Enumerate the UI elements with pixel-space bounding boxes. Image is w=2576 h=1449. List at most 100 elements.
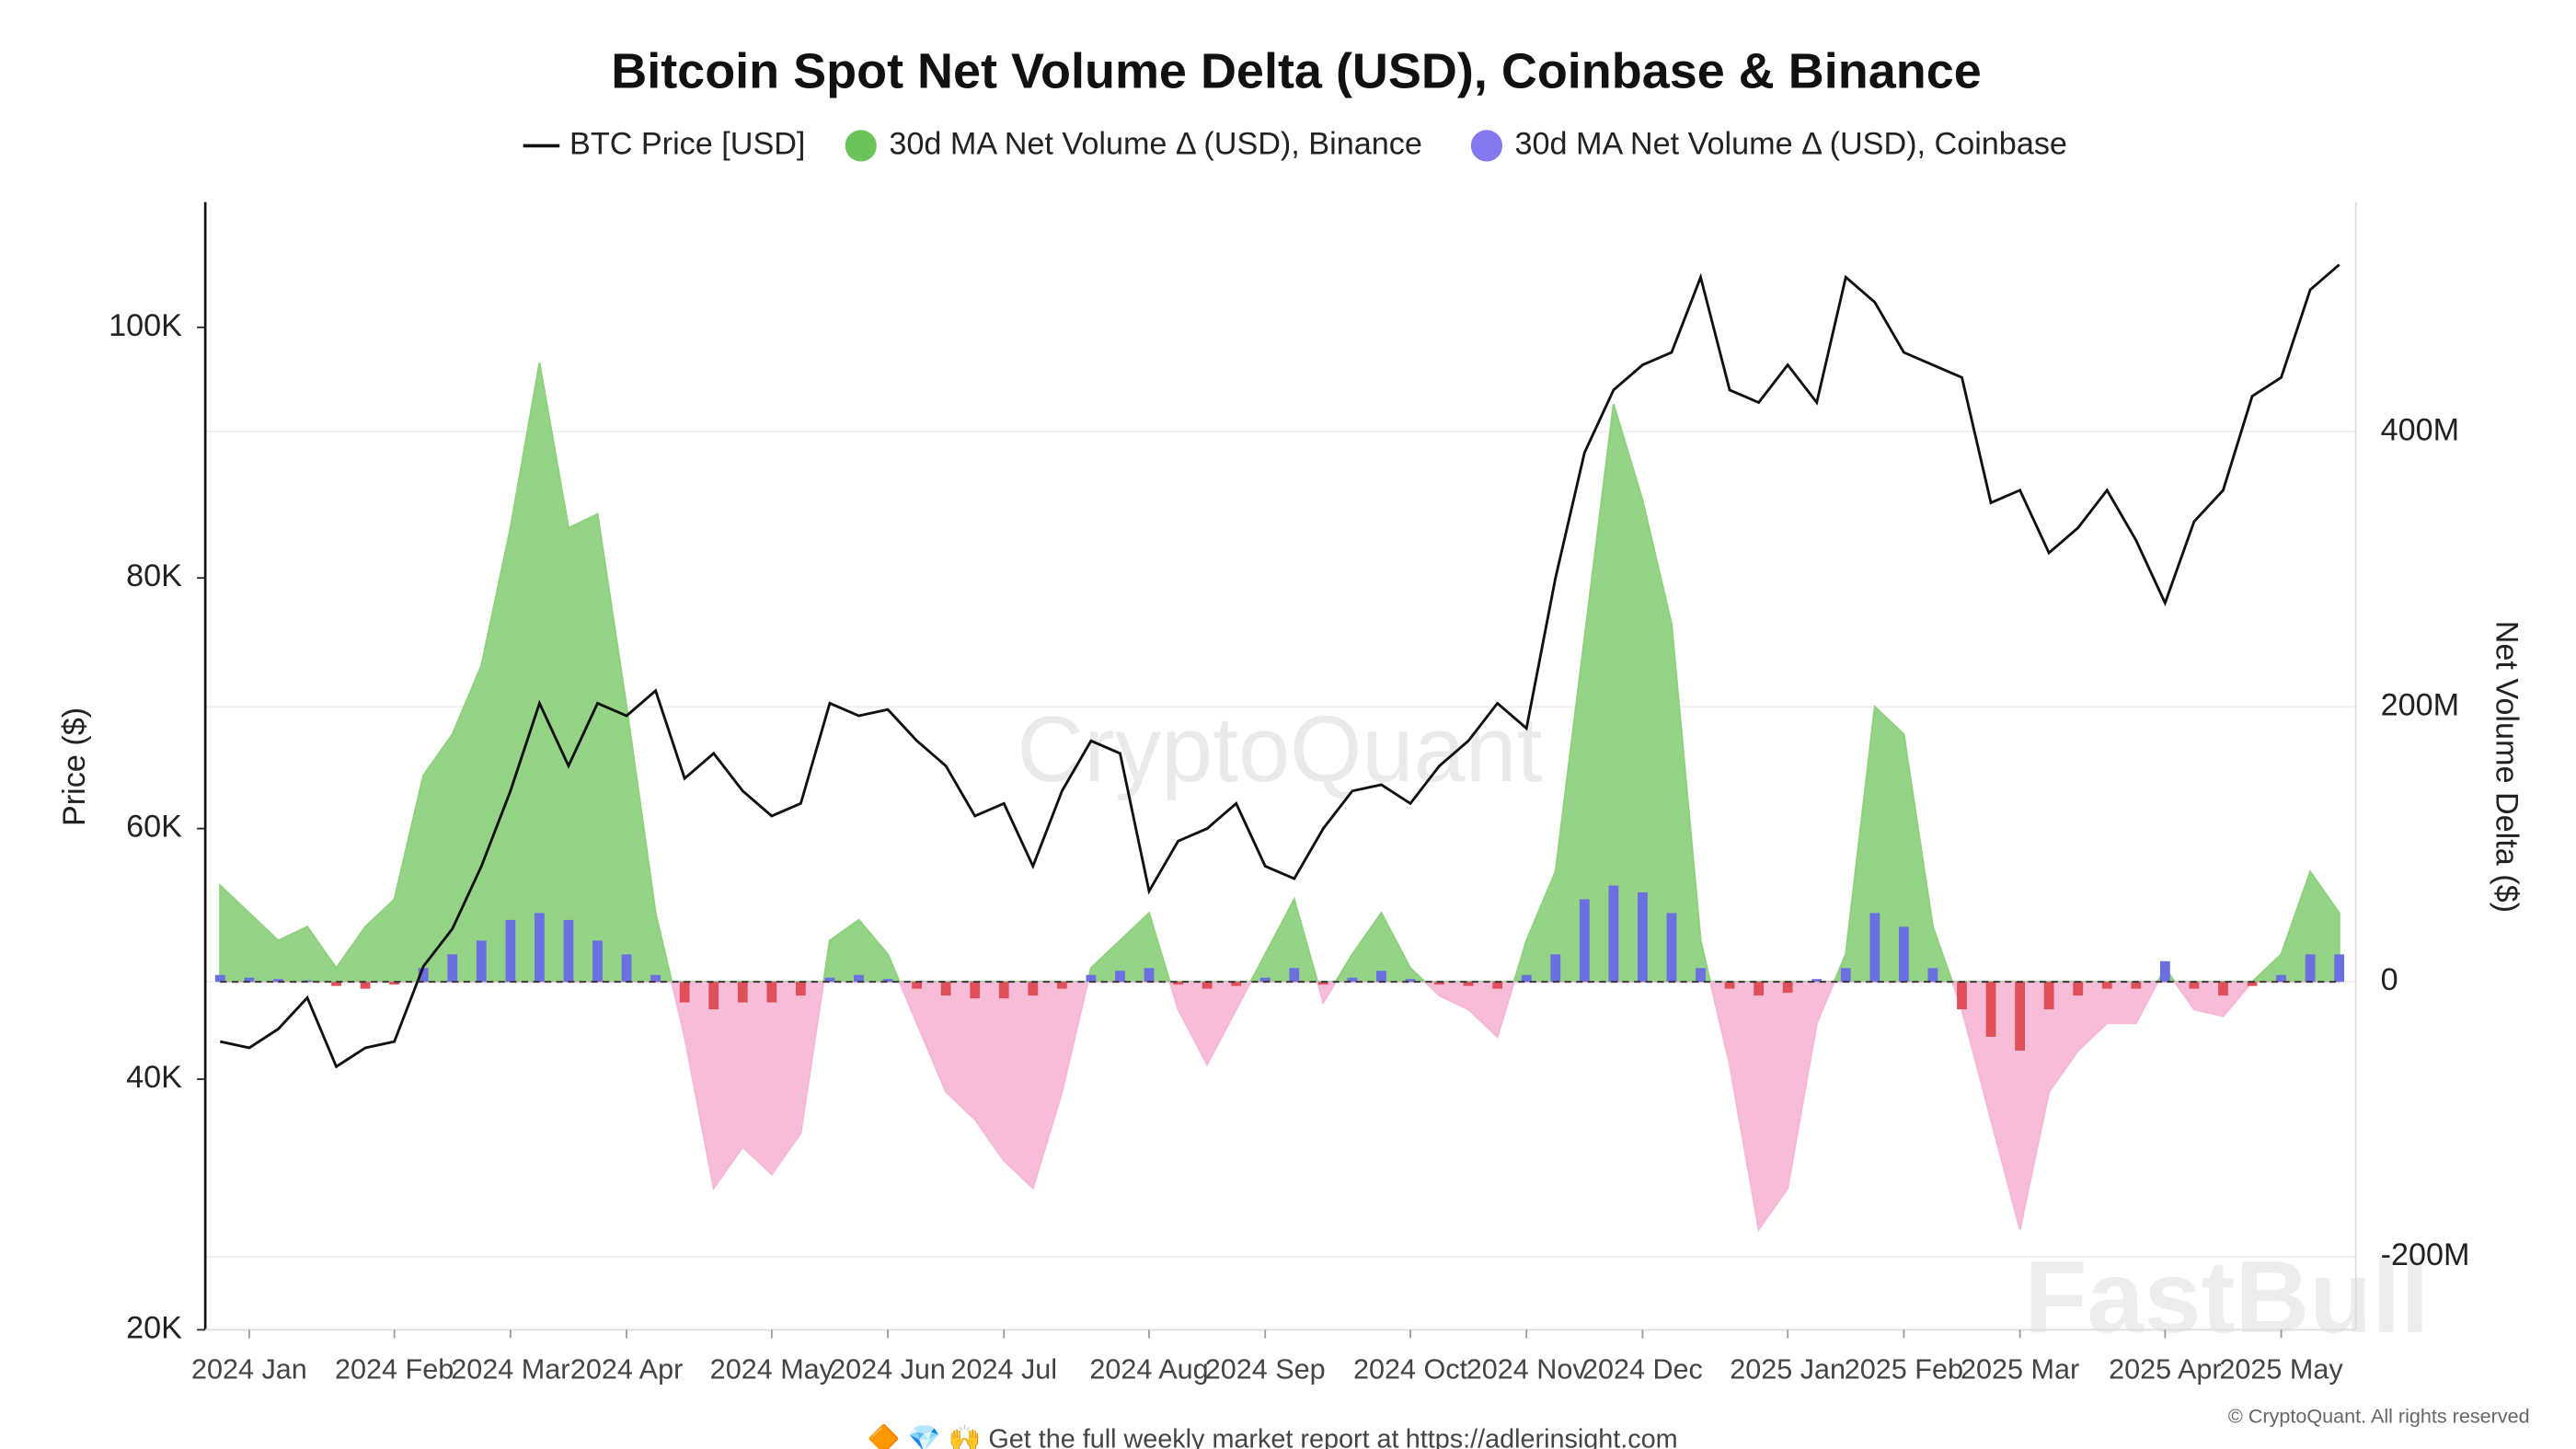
bar (1521, 974, 1532, 983)
y-tick-label: 100K (109, 308, 182, 343)
bar (1608, 885, 1619, 983)
y2-axis-title: Net Volume Delta ($) (2490, 621, 2524, 913)
bar (1492, 982, 1503, 989)
price-line (220, 263, 2340, 1069)
bar (1289, 968, 1300, 983)
x-tick-label: 2024 Jun (830, 1353, 946, 1385)
bar (1985, 982, 1996, 1037)
bar (1028, 982, 1039, 996)
bar (2015, 982, 2025, 1051)
x-tick-label: 2024 Apr (570, 1353, 683, 1385)
bar (1898, 926, 1909, 983)
footer-link[interactable]: https://adlerinsight.com (1406, 1425, 1678, 1449)
x-tick-label: 2025 Feb (1845, 1353, 1963, 1385)
x-tick-label: 2024 Dec (1582, 1353, 1703, 1385)
bar (1173, 982, 1183, 985)
bar (563, 919, 574, 983)
watermark: FastBull (2024, 1239, 2429, 1354)
y-tick-label: 20K (126, 1310, 182, 1345)
bar (476, 940, 487, 983)
bar (795, 982, 806, 996)
bar (1202, 982, 1213, 989)
y-tick-label: 80K (126, 558, 182, 593)
bar (882, 979, 893, 983)
x-tick-label: 2025 Apr (2109, 1353, 2221, 1385)
bar (1434, 982, 1444, 985)
copyright: © CryptoQuant. All rights reserved (2228, 1405, 2530, 1428)
bar (940, 982, 951, 996)
bar (1056, 982, 1067, 989)
y-tick-label: 60K (126, 810, 182, 845)
x-tick-label: 2024 Oct (1353, 1353, 1468, 1385)
bar (912, 982, 922, 989)
bar (535, 913, 545, 983)
bar (1317, 982, 1328, 985)
bar (389, 982, 400, 985)
bar (1811, 979, 1823, 983)
bar (505, 919, 516, 983)
bar (418, 968, 429, 983)
bar (2276, 974, 2286, 983)
bar (1927, 968, 1938, 983)
bar (1086, 974, 1097, 983)
legend-label: 30d MA Net Volume Δ (USD), Binance (889, 126, 1422, 161)
bar (1347, 977, 1358, 983)
bar (2334, 954, 2345, 983)
x-tick-label: 2025 Jan (1730, 1353, 1846, 1385)
bar (650, 974, 661, 983)
bar (737, 982, 748, 1003)
x-tick-label: 2024 Sep (1205, 1353, 1326, 1385)
bar (1376, 971, 1386, 983)
bar (2189, 982, 2200, 989)
bar (1550, 954, 1561, 983)
bar (1666, 913, 1677, 983)
x-tick-label: 2024 Aug (1089, 1353, 1208, 1385)
bar (592, 940, 603, 983)
bar (1463, 982, 1474, 986)
bar (1869, 913, 1880, 983)
watermark: CryptoQuant (1017, 698, 1542, 801)
y2-tick-label: 200M (2381, 687, 2460, 722)
bar (824, 977, 835, 983)
bar (1259, 977, 1271, 983)
bar (1115, 971, 1125, 983)
y-axis-title: Price ($) (57, 707, 92, 826)
bar (621, 954, 632, 983)
bar (273, 979, 283, 983)
bar (1840, 968, 1851, 983)
legend-label: 30d MA Net Volume Δ (USD), Coinbase (1515, 126, 2067, 161)
bar (998, 982, 1009, 999)
x-tick-label: 2024 Jul (950, 1353, 1057, 1385)
legend-marker (1470, 130, 1503, 162)
bar (1405, 979, 1416, 983)
chart-title: Bitcoin Spot Net Volume Delta (USD), Coi… (611, 43, 1982, 98)
bar (1754, 982, 1765, 996)
x-tick-label: 2024 Nov (1466, 1353, 1588, 1385)
footer-text: 🔶 💎 🙌 Get the full weekly market report … (868, 1423, 1399, 1449)
y2-tick-label: 0 (2381, 962, 2398, 997)
x-tick-label: 2025 May (2219, 1353, 2343, 1385)
bar (447, 954, 458, 983)
bar (679, 982, 690, 1003)
bar (1782, 982, 1793, 994)
bar (970, 982, 981, 999)
bar (854, 974, 864, 983)
bar (244, 977, 255, 983)
x-tick-label: 2024 Jan (191, 1353, 307, 1385)
bar (1696, 968, 1706, 983)
y2-tick-label: -200M (2381, 1237, 2470, 1272)
y-tick-label: 40K (126, 1060, 182, 1095)
bar (2131, 982, 2142, 989)
bar (2305, 954, 2316, 983)
x-tick-label: 2024 May (710, 1353, 834, 1385)
bar (708, 982, 719, 1010)
x-tick-label: 2024 Mar (451, 1353, 569, 1385)
x-tick-label: 2025 Mar (1961, 1353, 2079, 1385)
bar (2218, 982, 2228, 996)
bar (1724, 982, 1735, 989)
bar (1231, 982, 1242, 986)
bar (2043, 982, 2054, 1010)
bar (1579, 899, 1590, 983)
